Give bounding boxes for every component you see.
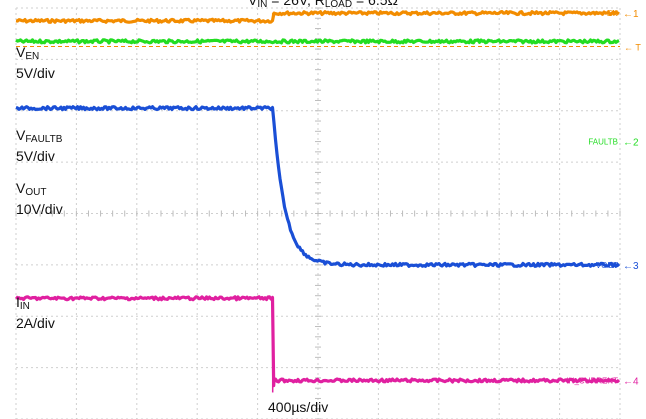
channel-markers: ← T EN ←1 FAULTB ←2 VOUT ←3 IN_CURRENT ←4: [16, 9, 641, 387]
time-scale-label: 400µs/div: [268, 399, 329, 415]
ground-marker-en: ←1: [623, 9, 639, 20]
ground-label-in_current: IN_CURRENT: [566, 376, 618, 385]
ground-label-faultb: FAULTB: [588, 138, 618, 147]
label-vfaultb: VFAULTB 5V/div: [16, 127, 63, 164]
ground-label-vout: VOUT: [596, 261, 618, 270]
chart-title: VIN = 26V, RLOAD = 6.5Ω: [248, 0, 398, 10]
ground-marker-faultb: ←2: [623, 138, 639, 149]
ground-marker-vout: ←3: [623, 261, 639, 272]
ground-marker-in_current: ←4: [623, 376, 639, 387]
trace-vout: [15, 105, 621, 268]
trace-in_current: [15, 295, 621, 388]
label-ven: VEN 5V/div: [16, 44, 55, 81]
traces: [15, 10, 621, 393]
trace-en: [15, 10, 620, 24]
label-iin: IIN 2A/div: [16, 294, 55, 331]
grid: [15, 7, 621, 419]
ground-label-en: EN: [607, 9, 618, 18]
trigger-marker: ← T: [624, 43, 641, 53]
trace-faultb: [15, 38, 620, 45]
label-vout: VOUT 10V/div: [16, 180, 63, 217]
